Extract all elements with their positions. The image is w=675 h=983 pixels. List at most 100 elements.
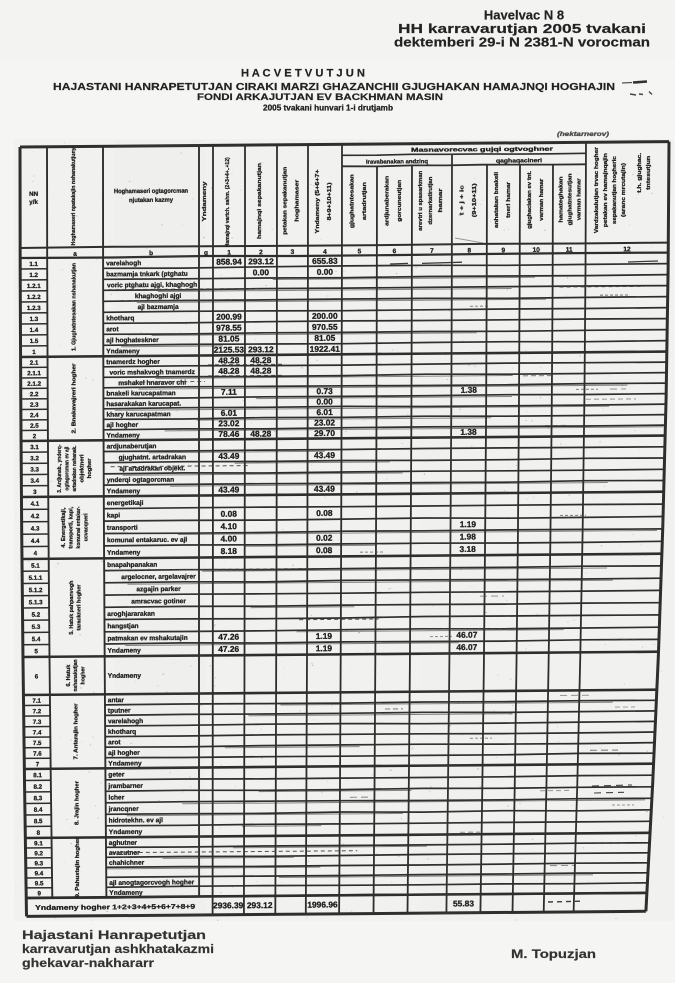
svg-text:hasarakakan karucapat.: hasarakakan karucapat.: [106, 401, 181, 409]
svg-text:8.2: 8.2: [33, 784, 42, 791]
svg-text:tnamerdz hogher: tnamerdz hogher: [106, 359, 160, 366]
svg-text:1: 1: [32, 349, 36, 356]
svg-text:2.1.1: 2.1.1: [27, 370, 41, 377]
svg-text:3.18: 3.18: [459, 544, 476, 554]
svg-text:arevtri u spasarkman: arevtri u spasarkman: [418, 170, 424, 231]
svg-text:6.01: 6.01: [221, 408, 238, 418]
svg-text:3.2: 3.2: [30, 455, 39, 462]
svg-text:t + j + ic: t + j + ic: [459, 185, 465, 215]
svg-text:12: 12: [623, 246, 631, 253]
svg-text:antar: antar: [108, 697, 125, 704]
svg-text:ajl anogtagorcvogh hogher: ajl anogtagorcvogh hogher: [109, 879, 194, 887]
svg-text:gorcuneutjan: gorcuneutjan: [397, 179, 403, 222]
svg-text:hamajnqi sepakanutjan: hamajnqi sepakanutjan: [257, 162, 263, 239]
svg-text:7.5: 7.5: [33, 740, 42, 747]
svg-text:njutakan kazmy: njutakan kazmy: [129, 197, 174, 204]
svg-text:43.49: 43.49: [314, 484, 335, 494]
svg-text:47.26: 47.26: [218, 632, 239, 642]
svg-text:FONDI ARKAJUTJAN EV BACKHMAN M: FONDI ARKAJUTJAN EV BACKHMAN MASIN: [197, 92, 443, 103]
svg-text:Yndameny: Yndameny: [109, 890, 143, 897]
svg-text:Havelvac N 8: Havelvac N 8: [484, 8, 564, 23]
svg-text:energetikaji: energetikaji: [107, 500, 144, 507]
svg-text:47.26: 47.26: [218, 644, 239, 654]
svg-text:2.4: 2.4: [30, 412, 39, 419]
svg-text:0.08: 0.08: [316, 508, 333, 518]
svg-text:arot: arot: [108, 739, 121, 746]
svg-text:1.38: 1.38: [461, 385, 478, 395]
svg-text:293.12: 293.12: [248, 344, 274, 354]
svg-text:Yndameny: Yndameny: [108, 760, 142, 767]
svg-text:gjughaciakan ev tnt.: gjughaciakan ev tnt.: [527, 170, 533, 228]
svg-text:5.1.3: 5.1.3: [29, 599, 43, 606]
svg-text:khaghoghi ajgi: khaghoghi ajgi: [135, 293, 182, 300]
svg-text:ajl hogher: ajl hogher: [108, 750, 140, 757]
svg-text:a: a: [73, 251, 77, 258]
svg-text:4.1: 4.1: [31, 501, 40, 508]
svg-text:khotharq: khotharq: [106, 315, 134, 322]
svg-text:argelocner, argelavajrer: argelocner, argelavajrer: [121, 574, 196, 582]
svg-text:aroghjararakan: aroghjararakan: [107, 611, 155, 618]
svg-text:7. Antarajin hogher: 7. Antarajin hogher: [74, 702, 80, 759]
svg-text:81.05: 81.05: [314, 333, 335, 343]
svg-text:48.28: 48.28: [250, 355, 271, 365]
svg-text:g: g: [204, 250, 208, 257]
svg-text:transporti: transporti: [107, 525, 138, 532]
svg-text:tputner: tputner: [108, 708, 131, 715]
svg-text:29.70: 29.70: [314, 428, 335, 438]
svg-text:7.1: 7.1: [32, 698, 41, 705]
svg-text:gjughatntesutjan: gjughatntesutjan: [567, 173, 573, 226]
svg-text:2.2: 2.2: [30, 391, 39, 398]
svg-text:7.11: 7.11: [221, 387, 237, 397]
svg-text:1.38: 1.38: [460, 427, 477, 437]
svg-text:hidrotekhn. ev ajl: hidrotekhn. ev ajl: [109, 817, 163, 824]
svg-text:Yndameny (5+6+7+: Yndameny (5+6+7+: [315, 169, 321, 234]
svg-text:858.94: 858.94: [216, 256, 242, 266]
svg-text:7.2: 7.2: [33, 708, 42, 715]
svg-text:ogtagorcman ev ajl: ogtagorcman ev ajl: [64, 446, 70, 490]
svg-text:1.2.2: 1.2.2: [27, 294, 41, 301]
svg-text:2: 2: [33, 433, 37, 440]
svg-text:2125.53: 2125.53: [214, 344, 245, 354]
svg-text:293.12: 293.12: [248, 256, 274, 266]
svg-text:varelahogh: varelahogh: [106, 260, 141, 267]
svg-text:mshakel hnaravor chi: mshakel hnaravor chi: [118, 380, 186, 388]
svg-text:Yndameny hogher 1+2+3+4+5+6+7+: Yndameny hogher 1+2+3+4+5+6+7+8+9: [35, 904, 195, 912]
svg-text:1.5: 1.5: [30, 338, 39, 345]
svg-text:sepakanutjan hogheric: sepakanutjan hogheric: [612, 156, 618, 224]
svg-text:1.2.3: 1.2.3: [27, 305, 41, 312]
svg-text:1922.41: 1922.41: [310, 344, 341, 354]
svg-text:varman hamar: varman hamar: [539, 178, 545, 221]
svg-text:Hoghamaseri ogtagorcman: Hoghamaseri ogtagorcman: [114, 188, 188, 196]
svg-text:NN: NN: [29, 191, 39, 198]
svg-text:8.1: 8.1: [33, 772, 42, 779]
svg-text:(aranc mrcutajin): (aranc mrcutajin): [621, 163, 627, 217]
svg-text:Iravabanakan andzinq: Iravabanakan andzinq: [366, 159, 429, 165]
svg-text:transporti, kapi,: transporti, kapi,: [69, 506, 75, 549]
svg-text:11: 11: [566, 247, 573, 254]
svg-text:1.4: 1.4: [30, 327, 39, 334]
svg-text:48.28: 48.28: [250, 429, 271, 439]
svg-text:9.3: 9.3: [34, 860, 43, 867]
svg-text:8.5: 8.5: [34, 818, 43, 825]
svg-text:9: 9: [37, 890, 41, 897]
svg-text:bnakeli karucapatman: bnakeli karucapatman: [106, 390, 175, 398]
svg-text:HAJASTANI HANRAPETUTJAN CIRAKI: HAJASTANI HANRAPETUTJAN CIRAKI MARZI GHA…: [53, 82, 615, 93]
svg-text:8+9+10+11): 8+9+10+11): [327, 182, 333, 220]
svg-text:48.28: 48.28: [250, 366, 271, 376]
svg-text:6: 6: [393, 248, 397, 255]
svg-text:78.46: 78.46: [218, 429, 239, 439]
svg-text:9.2: 9.2: [34, 850, 43, 857]
svg-text:nshanakutjan: nshanakutjan: [73, 660, 79, 692]
svg-text:2936.39: 2936.39: [213, 900, 244, 910]
svg-text:4: 4: [34, 550, 38, 557]
svg-text:655.83: 655.83: [312, 256, 338, 266]
svg-text:azgajin parker: azgajin parker: [136, 586, 181, 593]
svg-text:Yndameny: Yndameny: [107, 488, 141, 495]
svg-text:46.07: 46.07: [456, 642, 477, 652]
svg-text:10: 10: [533, 247, 541, 254]
svg-text:3: 3: [33, 489, 37, 496]
svg-text:5.1: 5.1: [31, 563, 40, 570]
svg-text:tarackneri hogher: tarackneri hogher: [76, 584, 82, 631]
svg-text:3.3: 3.3: [30, 466, 39, 473]
svg-text:1.1: 1.1: [29, 261, 38, 268]
